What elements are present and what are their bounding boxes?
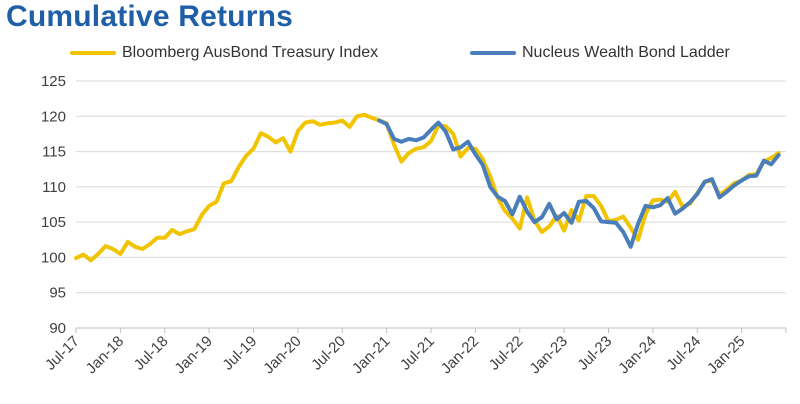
legend-item-nucleus: Nucleus Wealth Bond Ladder — [470, 44, 730, 62]
x-tick-label-Jul-17: Jul-17 — [42, 333, 83, 374]
x-tick-label-Jan-18: Jan-18 — [83, 333, 127, 377]
legend-label-bloomberg: Bloomberg AusBond Treasury Index — [122, 44, 379, 61]
x-tick-label-Jul-24: Jul-24 — [663, 333, 704, 374]
x-tick-label-Jul-23: Jul-23 — [574, 333, 615, 374]
legend-swatch-bloomberg — [70, 51, 116, 55]
legend-item-bloomberg: Bloomberg AusBond Treasury Index — [70, 44, 378, 62]
y-tick-label-100: 100 — [41, 249, 66, 266]
x-tick-label-Jul-22: Jul-22 — [486, 333, 527, 374]
x-tick-label-Jan-25: Jan-25 — [704, 333, 748, 377]
y-tick-label-90: 90 — [49, 320, 66, 337]
y-tick-label-110: 110 — [42, 179, 66, 196]
x-tick-label-Jan-22: Jan-22 — [438, 333, 482, 377]
x-tick-label-Jan-21: Jan-21 — [349, 333, 393, 377]
legend-label-nucleus: Nucleus Wealth Bond Ladder — [522, 44, 730, 61]
x-tick-label-Jan-23: Jan-23 — [526, 333, 570, 377]
legend-swatch-nucleus — [470, 51, 516, 55]
x-tick-label-Jul-18: Jul-18 — [131, 333, 172, 374]
x-tick-label-Jul-20: Jul-20 — [308, 333, 349, 374]
chart-title: Cumulative Returns — [6, 0, 293, 33]
y-tick-label-95: 95 — [49, 285, 66, 302]
x-tick-label-Jan-19: Jan-19 — [171, 333, 215, 377]
series-line-bloomberg — [74, 112, 781, 263]
y-tick-label-120: 120 — [41, 108, 66, 125]
x-tick-label-Jul-19: Jul-19 — [219, 333, 260, 374]
x-tick-label-Jan-24: Jan-24 — [615, 333, 659, 377]
y-tick-label-105: 105 — [41, 214, 66, 231]
y-tick-label-115: 115 — [42, 144, 66, 161]
x-tick-label-Jan-20: Jan-20 — [260, 333, 304, 377]
y-tick-label-125: 125 — [41, 73, 66, 90]
chart-legend: Bloomberg AusBond Treasury Index Nucleus… — [0, 44, 800, 64]
series-line-nucleus — [377, 118, 781, 249]
x-tick-label-Jul-21: Jul-21 — [397, 333, 438, 374]
